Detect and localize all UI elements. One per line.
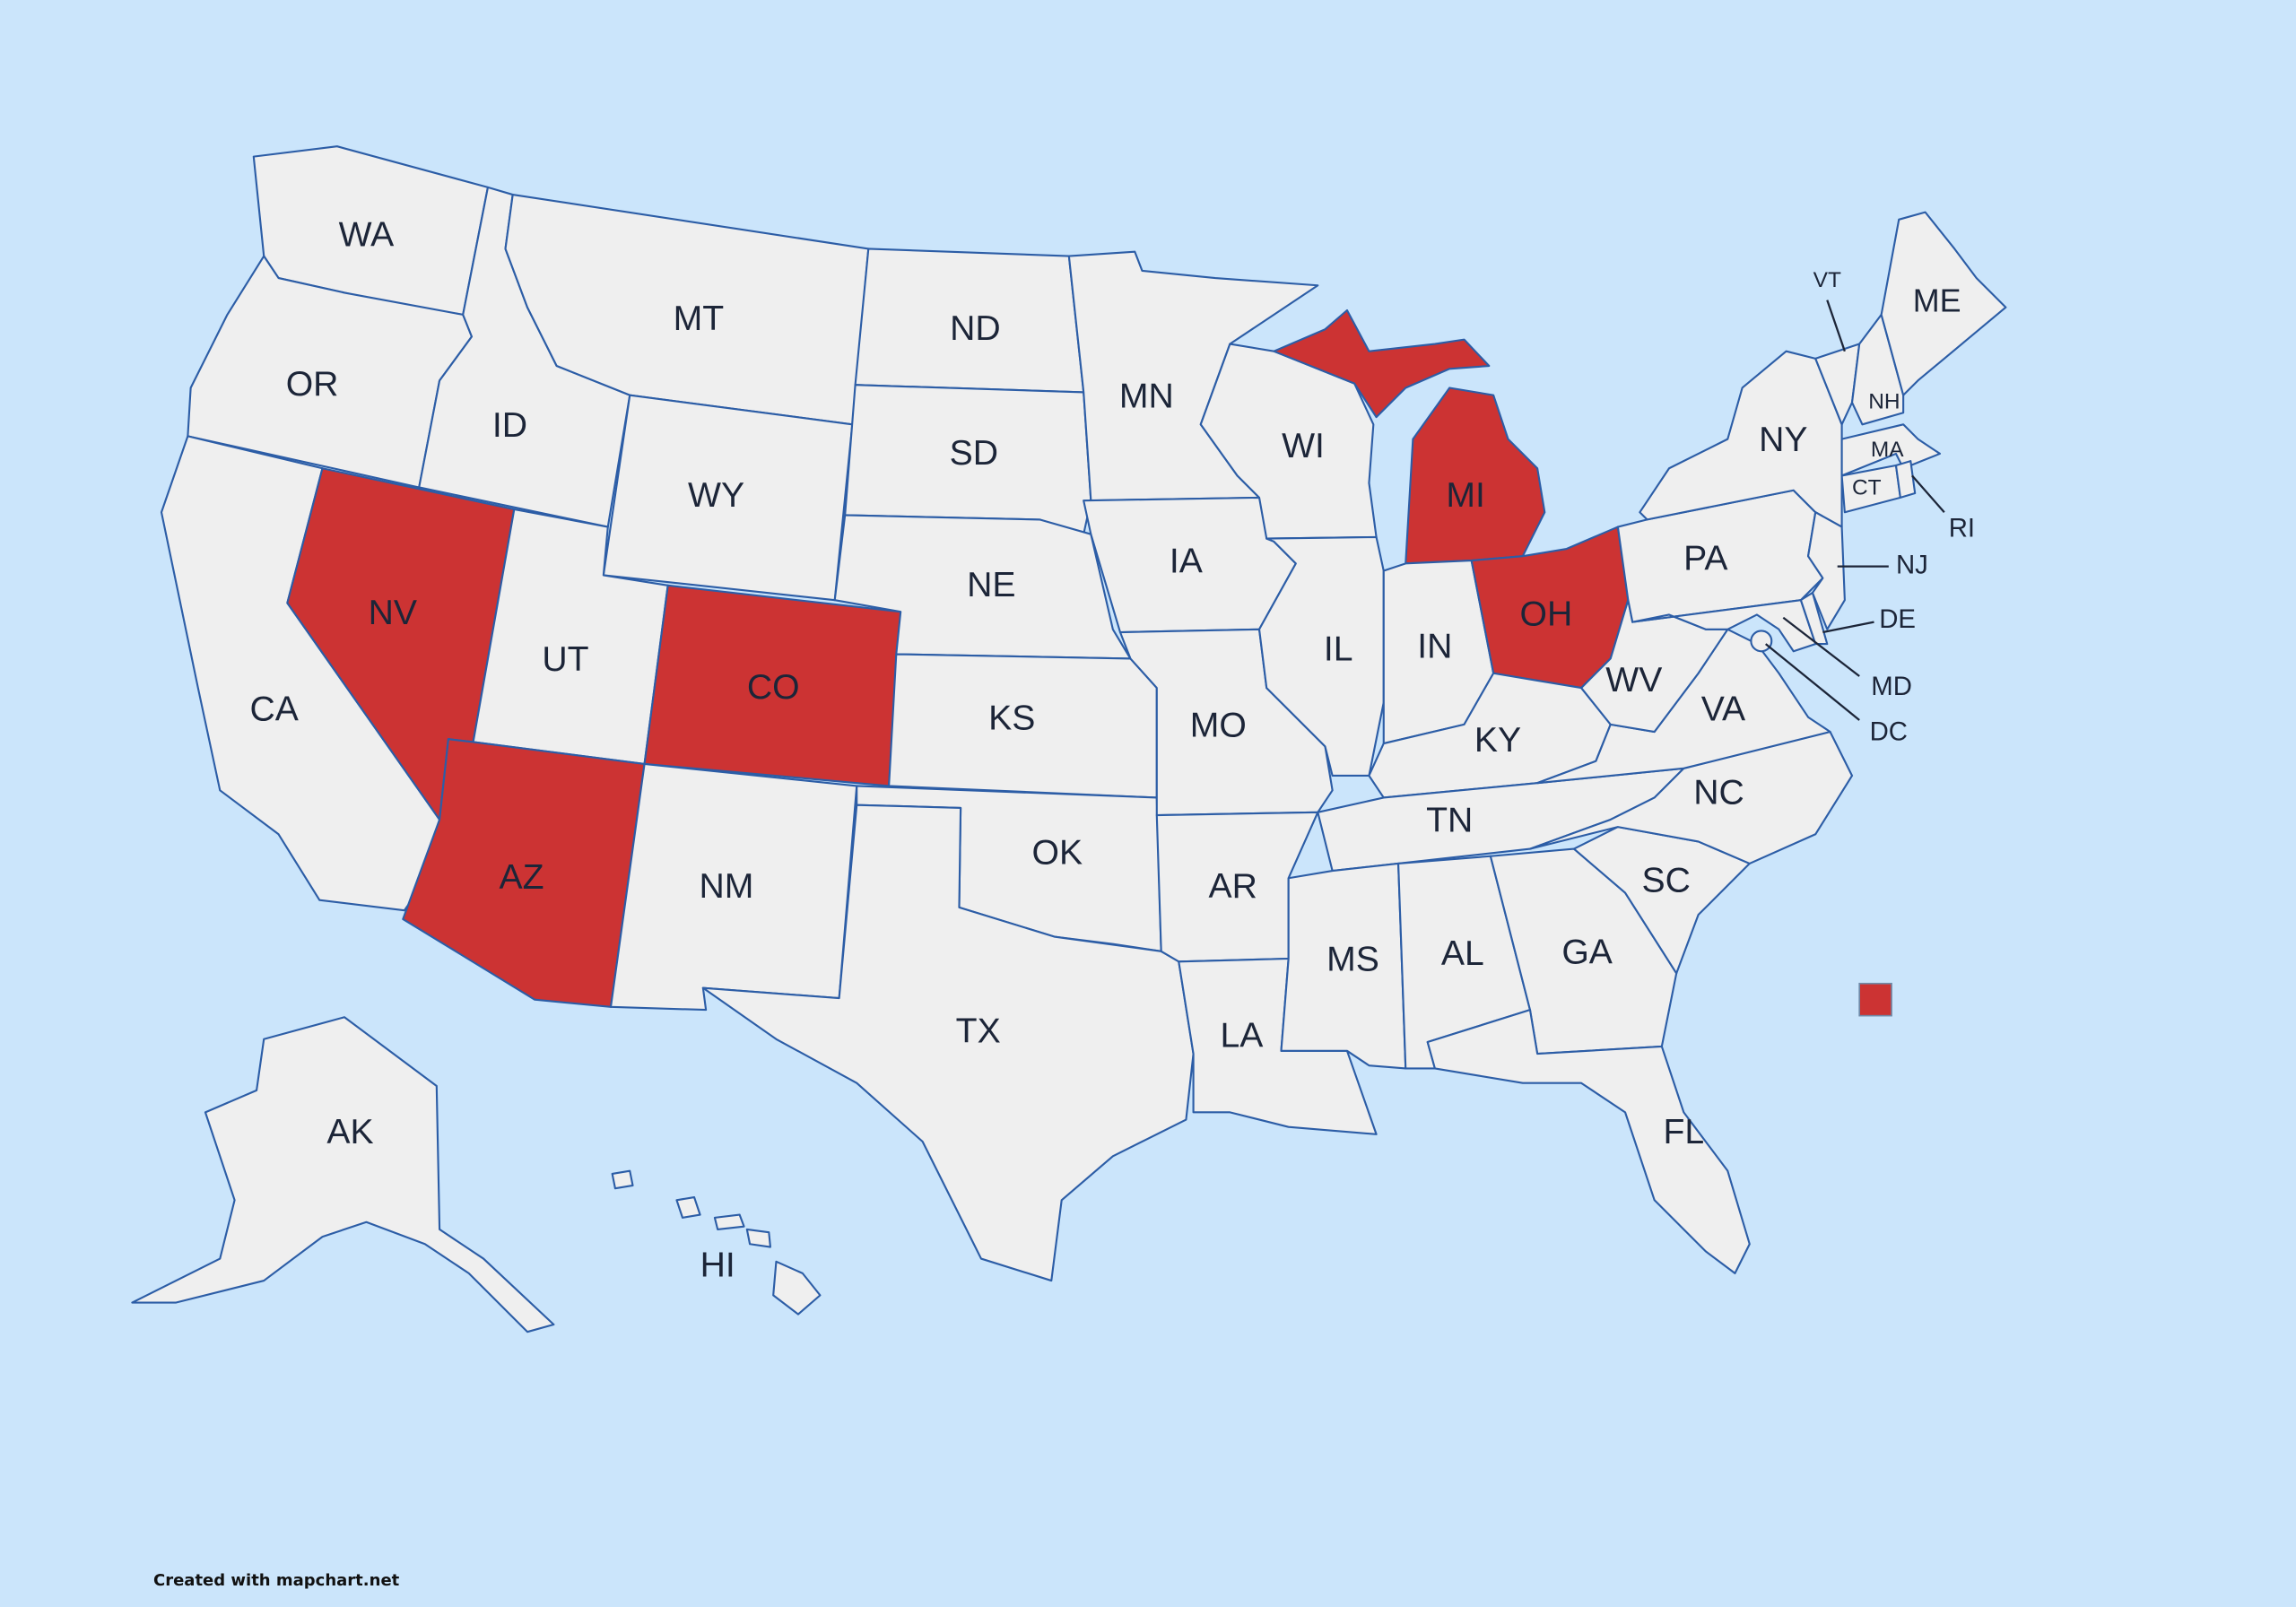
leader-line — [1765, 643, 1860, 721]
leader-line — [1822, 621, 1874, 634]
state-label-wi: WI — [1282, 427, 1325, 465]
state-fl[interactable] — [1426, 1009, 1751, 1274]
state-hi[interactable] — [745, 1228, 771, 1248]
state-label-vt: VT — [1813, 268, 1841, 292]
state-label-wy: WY — [688, 476, 744, 515]
state-label-nv: NV — [369, 594, 417, 632]
state-label-nh: NH — [1868, 389, 1900, 413]
state-label-mn: MN — [1119, 377, 1174, 415]
state-hi[interactable] — [713, 1213, 745, 1230]
leader-line — [1911, 474, 1945, 513]
state-label-al: AL — [1441, 934, 1484, 973]
state-ma[interactable] — [1840, 423, 1942, 477]
state-label-nd: ND — [950, 309, 1001, 348]
state-label-ms: MS — [1326, 941, 1379, 979]
state-label-va: VA — [1701, 691, 1746, 729]
state-de[interactable] — [1799, 591, 1829, 646]
state-label-nj: NJ — [1896, 550, 1928, 579]
state-label-ma: MA — [1871, 438, 1904, 462]
state-label-mi: MI — [1446, 476, 1485, 515]
state-tx[interactable] — [701, 804, 1195, 1282]
state-label-il: IL — [1324, 630, 1353, 669]
state-label-ny: NY — [1759, 421, 1807, 459]
state-label-tx: TX — [956, 1012, 1001, 1051]
state-label-la: LA — [1220, 1016, 1264, 1055]
state-label-hi: HI — [700, 1247, 735, 1285]
state-label-me: ME — [1913, 282, 1961, 318]
leader-line — [1826, 300, 1846, 352]
state-nj[interactable] — [1806, 511, 1846, 630]
state-label-sd: SD — [950, 434, 998, 473]
state-label-wa: WA — [339, 216, 396, 255]
state-label-dc: DC — [1870, 717, 1908, 746]
state-label-ri: RI — [1949, 514, 1975, 543]
state-label-co: CO — [747, 668, 800, 707]
state-label-mt: MT — [674, 300, 725, 338]
state-label-nc: NC — [1693, 774, 1744, 812]
state-label-az: AZ — [499, 858, 544, 897]
state-label-ga: GA — [1561, 933, 1613, 971]
state-nc[interactable] — [1528, 730, 1854, 864]
state-label-ct: CT — [1852, 476, 1882, 500]
state-label-oh: OH — [1520, 595, 1573, 633]
state-label-in: IN — [1417, 627, 1452, 665]
credit-text: Created with mapchart.net — [153, 1571, 400, 1590]
state-label-mo: MO — [1190, 706, 1247, 744]
state-ak[interactable] — [131, 1016, 555, 1333]
state-label-id: ID — [492, 406, 527, 445]
state-il[interactable] — [1257, 535, 1385, 777]
state-label-ok: OK — [1032, 833, 1083, 872]
state-ny[interactable] — [1639, 350, 1843, 528]
leader-line — [1782, 616, 1860, 677]
state-hi[interactable] — [675, 1195, 701, 1219]
state-label-or: OR — [286, 365, 339, 404]
state-ri[interactable] — [1894, 460, 1917, 499]
state-label-de: DE — [1879, 604, 1916, 634]
state-label-ca: CA — [249, 691, 299, 729]
state-hi[interactable] — [772, 1260, 822, 1316]
legend-swatch-highlighted — [1858, 982, 1892, 1017]
state-label-sc: SC — [1642, 861, 1691, 899]
state-hi[interactable] — [611, 1169, 634, 1190]
state-label-nm: NM — [700, 867, 754, 906]
state-label-ak: AK — [326, 1113, 373, 1151]
state-label-ks: KS — [988, 699, 1035, 737]
state-ms[interactable] — [1280, 862, 1407, 1070]
state-label-wv: WV — [1605, 661, 1662, 699]
state-label-tn: TN — [1426, 802, 1473, 840]
state-label-pa: PA — [1683, 539, 1728, 578]
state-label-ne: NE — [967, 566, 1015, 604]
state-label-ar: AR — [1208, 867, 1257, 906]
state-label-ky: KY — [1474, 721, 1521, 760]
state-va[interactable] — [1536, 628, 1831, 785]
state-label-ia: IA — [1170, 543, 1204, 581]
state-mi[interactable] — [1273, 308, 1491, 419]
state-me[interactable] — [1880, 211, 2007, 396]
state-label-fl: FL — [1663, 1113, 1704, 1151]
state-label-md: MD — [1871, 672, 1912, 701]
state-dc[interactable] — [1750, 630, 1773, 653]
state-label-ut: UT — [542, 640, 588, 679]
